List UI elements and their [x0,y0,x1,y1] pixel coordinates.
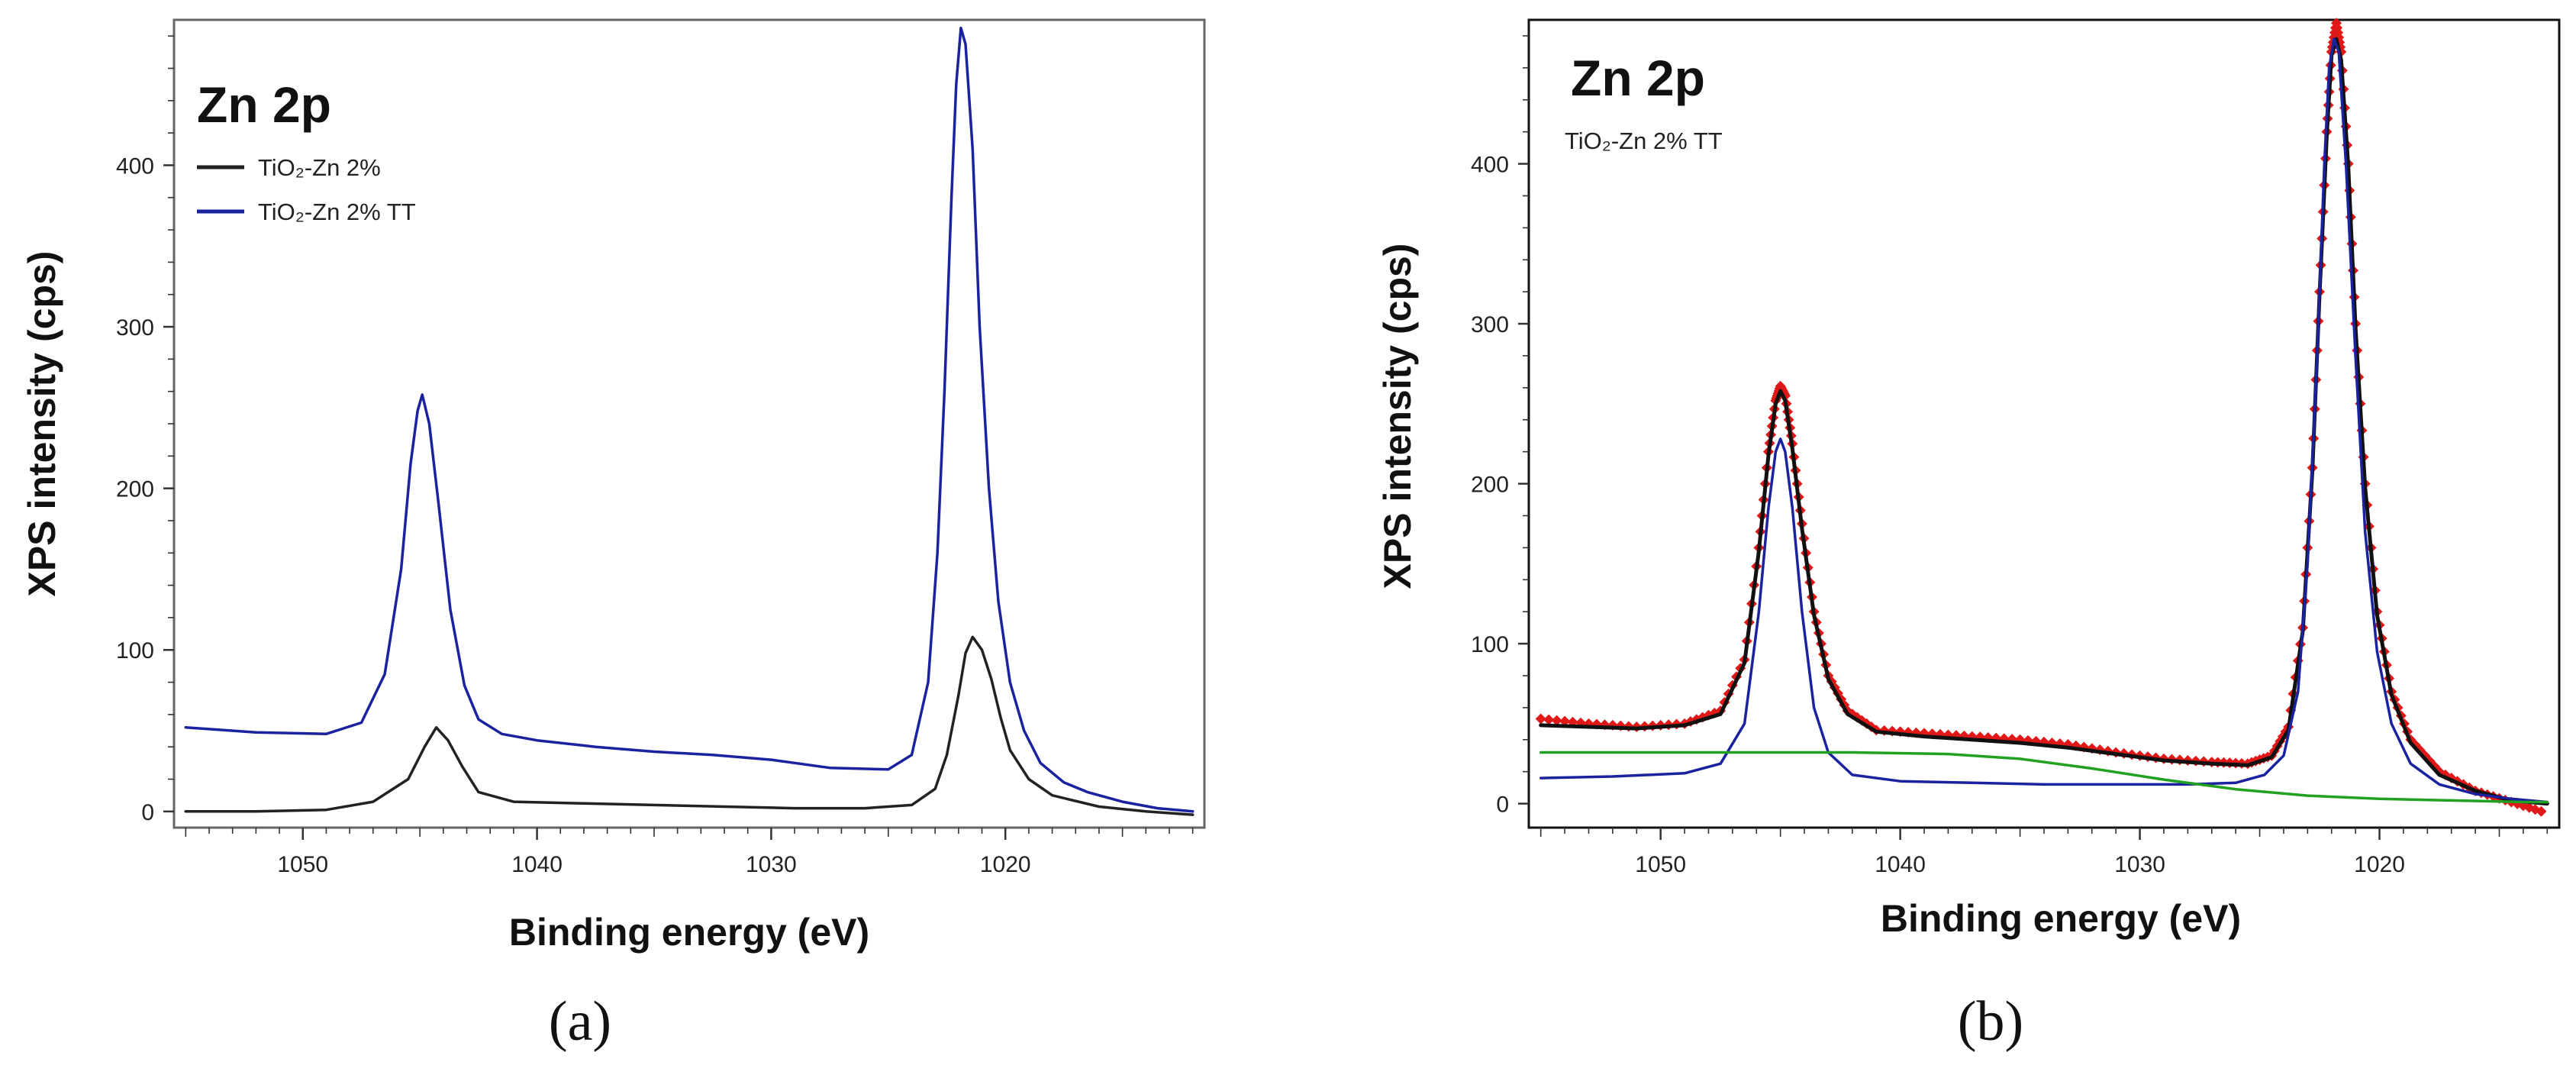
panel-b-caption: (b) [1958,990,2023,1053]
y-tick-label-300: 300 [116,315,154,341]
panel-a-legend: TiO₂-Zn 2% TiO₂-Zn 2% TT [197,154,416,225]
panel-b-y-ticks: 0 100 200 300 400 [1471,35,1529,818]
x-tick-label-1050: 1050 [277,852,328,877]
panel-a-plot-frame [172,18,1206,829]
x-tick-label-1030: 1030 [746,852,797,877]
x-tick-label-1030: 1030 [2114,852,2165,877]
y-tick-label-0: 0 [141,800,154,825]
y-tick-label-200: 200 [116,477,154,502]
x-tick-label-1040: 1040 [511,852,563,877]
series-a-tio-zn-2 [184,635,1195,816]
series-b-zn-2p-components [1539,37,2549,804]
legend-label-tio2-zn: TiO₂-Zn 2% [258,154,381,181]
y-tick-label-400: 400 [116,153,154,179]
panel-a-caption: (a) [549,990,611,1053]
panel-a-y-axis-title: XPS intensity (cps) [21,251,63,597]
x-tick-label-1050: 1050 [1635,852,1686,877]
x-tick-label-1040: 1040 [1875,852,1926,877]
panel-a-x-axis-title: Binding energy (eV) [509,911,869,954]
panel-a-series [184,26,1195,816]
panel-b-title: Zn 2p [1571,50,1705,106]
panel-b-series [1535,18,2549,817]
panel-a: 1050 1040 1030 1020 0 100 200 300 400 Zn 2p TiO… [21,18,1206,1053]
data-point [1535,713,1546,725]
series-b-background [1539,751,2549,804]
y-tick-label-0: 0 [1496,793,1509,818]
y-tick-label-200: 200 [1471,473,1509,498]
panel-b-subtitle: TiO₂-Zn 2% TT [1565,128,1723,154]
y-tick-label-100: 100 [1471,632,1509,657]
series-b-fit-envelope [1539,37,2549,806]
panel-b-x-axis-title: Binding energy (eV) [1881,897,2241,940]
panel-b: 1050 1040 1030 1020 0 100 200 300 400 Zn 2p TiO… [1376,18,2561,1053]
panel-a-title: Zn 2p [197,76,331,133]
series-a-tio-zn-2-tt [184,26,1195,813]
panel-b-x-ticks: 1050 1040 1030 1020 [1539,828,2549,877]
y-tick-label-400: 400 [1471,153,1509,178]
data-point [1559,715,1571,727]
x-tick-label-1020: 1020 [980,852,1031,877]
panel-a-y-ticks: 0 100 200 300 400 [116,35,174,825]
x-tick-label-1020: 1020 [2354,852,2405,877]
y-tick-label-300: 300 [1471,312,1509,337]
y-tick-label-100: 100 [116,638,154,663]
data-point [1551,715,1562,726]
legend-label-tio2-zn-tt: TiO₂-Zn 2% TT [258,199,416,225]
panel-a-x-ticks: 1050 1040 1030 1020 [185,828,1194,877]
panel-b-y-axis-title: XPS intensity (cps) [1376,244,1419,589]
data-point [1543,714,1555,725]
data-point [2536,805,2547,817]
